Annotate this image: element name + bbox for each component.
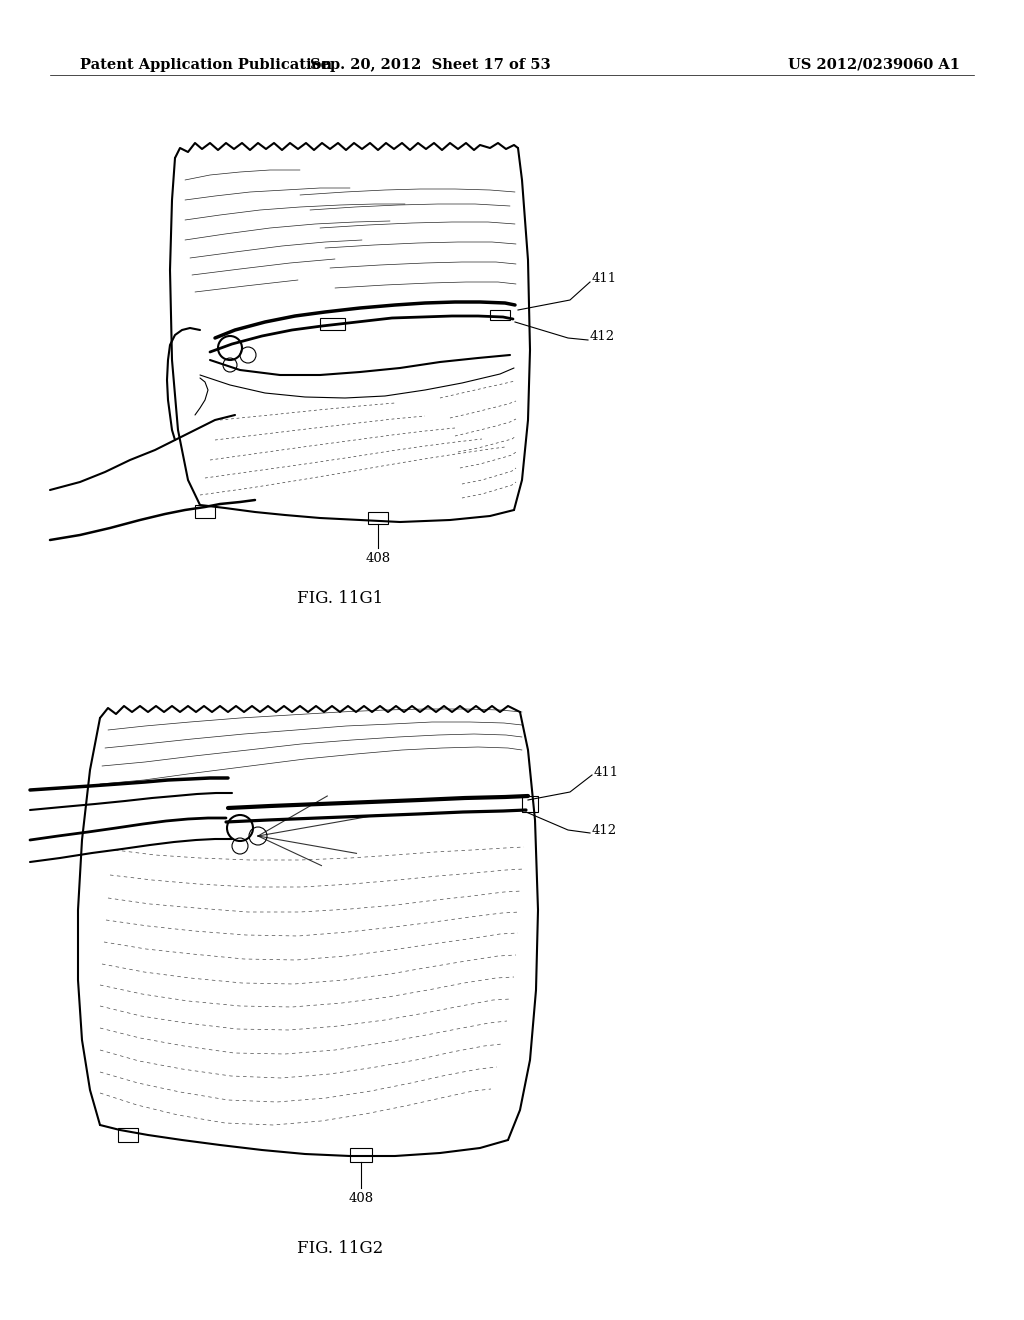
Text: 408: 408 — [348, 1192, 374, 1205]
Text: 411: 411 — [594, 766, 620, 779]
Text: 412: 412 — [592, 824, 617, 837]
Polygon shape — [118, 1129, 138, 1142]
Polygon shape — [368, 512, 388, 524]
Text: US 2012/0239060 A1: US 2012/0239060 A1 — [788, 58, 961, 73]
Text: Sep. 20, 2012  Sheet 17 of 53: Sep. 20, 2012 Sheet 17 of 53 — [309, 58, 550, 73]
Text: 408: 408 — [366, 552, 390, 565]
Polygon shape — [522, 796, 538, 812]
Text: Patent Application Publication: Patent Application Publication — [80, 58, 332, 73]
Text: 412: 412 — [590, 330, 615, 343]
Text: FIG. 11G2: FIG. 11G2 — [297, 1239, 383, 1257]
Polygon shape — [350, 1148, 372, 1162]
Polygon shape — [195, 506, 215, 517]
Text: 411: 411 — [592, 272, 617, 285]
Text: FIG. 11G1: FIG. 11G1 — [297, 590, 383, 607]
